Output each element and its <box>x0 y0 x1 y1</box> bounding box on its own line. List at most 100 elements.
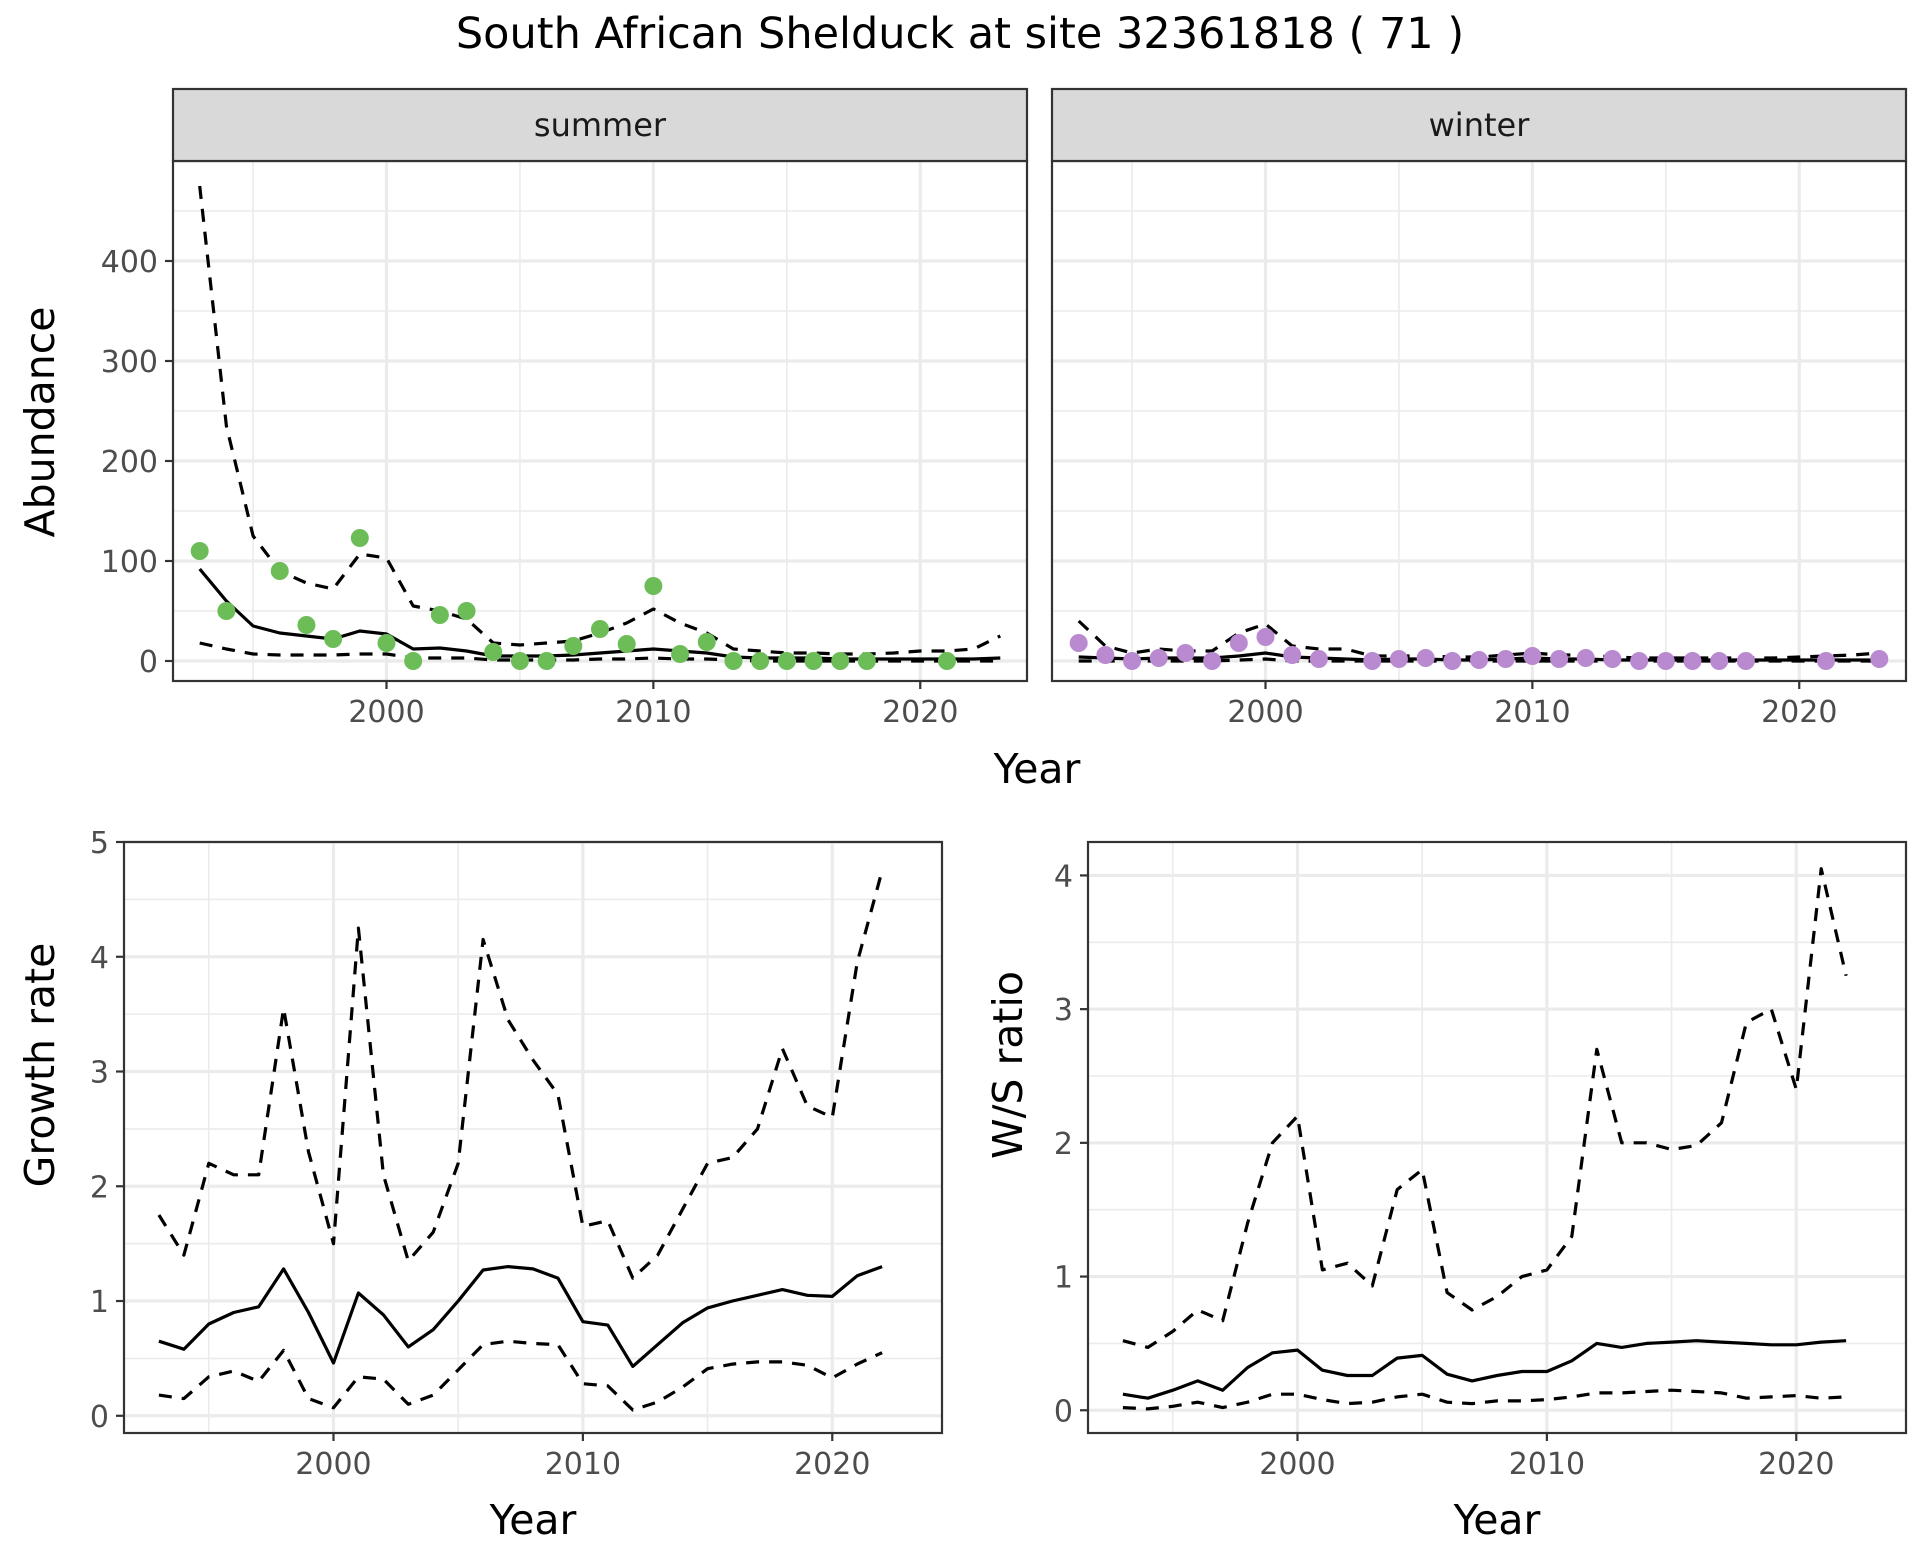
count-point <box>1683 652 1702 670</box>
facet-strip-label: summer <box>534 106 667 144</box>
y-tick-label: 1 <box>1054 1261 1073 1296</box>
plot-background <box>173 161 1027 681</box>
upper-ci-line <box>157 870 884 1280</box>
count-point <box>1870 650 1889 668</box>
winter-panel: winter 2000 2010 2020 <box>1050 87 1908 730</box>
count-point <box>537 652 556 670</box>
lower-ci-line <box>158 1339 883 1412</box>
count-point <box>1656 652 1675 670</box>
y-tick-label: 200 <box>101 445 158 480</box>
count-point <box>564 637 583 655</box>
count-point <box>430 606 449 624</box>
upper-ci-line <box>1122 867 1848 1350</box>
count-point <box>270 562 289 580</box>
count-point <box>644 577 663 595</box>
count-point <box>190 542 209 560</box>
y-tick-label: 3 <box>1054 993 1073 1028</box>
x-tick-label: 2000 <box>295 1447 371 1482</box>
growth-rate-panel: 2000 2010 2020 0 1 2 3 4 5 <box>90 826 944 1482</box>
y-tick-label: 0 <box>1054 1394 1073 1429</box>
count-point <box>857 652 876 670</box>
top-y-axis-title: Abundance <box>16 307 64 538</box>
y-tick-label: 5 <box>90 826 109 861</box>
growth-x-axis-title: Year <box>489 1496 577 1544</box>
count-point <box>777 652 796 670</box>
count-point <box>1603 650 1622 668</box>
ratio-x-axis-title: Year <box>1453 1496 1541 1544</box>
figure-title: South African Shelduck at site 32361818 … <box>456 9 1464 59</box>
y-tick-label: 100 <box>101 545 158 580</box>
count-point <box>1069 634 1088 652</box>
count-point <box>1710 652 1729 670</box>
x-tick-label: 2020 <box>794 1447 870 1482</box>
facet-strip-label: winter <box>1429 106 1531 144</box>
count-point <box>1630 652 1649 670</box>
count-point <box>1443 652 1462 670</box>
y-tick-label: 0 <box>90 1400 109 1435</box>
panel-border <box>122 840 944 1435</box>
mean-line <box>1122 1339 1847 1400</box>
x-tick-label: 2000 <box>1259 1447 1335 1482</box>
x-tick-label: 2010 <box>615 695 691 730</box>
count-point <box>1149 649 1168 667</box>
count-point <box>457 602 476 620</box>
count-point <box>1256 628 1275 646</box>
y-tick-label: 4 <box>1054 859 1073 894</box>
count-point <box>297 616 316 634</box>
count-point <box>1416 649 1435 667</box>
count-point <box>831 652 850 670</box>
ratio-y-axis-title: W/S ratio <box>984 971 1032 1159</box>
count-point <box>1203 652 1222 670</box>
x-tick-label: 2020 <box>1758 1447 1834 1482</box>
count-point <box>404 652 423 670</box>
count-point <box>804 652 823 670</box>
count-point <box>937 652 956 670</box>
count-point <box>1123 652 1142 670</box>
count-point <box>350 529 369 547</box>
count-point <box>1523 647 1542 665</box>
count-point <box>617 635 636 653</box>
y-tick-label: 2 <box>90 1170 109 1205</box>
y-tick-label: 1 <box>90 1285 109 1320</box>
count-point <box>1309 650 1328 668</box>
ws-ratio-panel: 2000 2010 2020 0 1 2 3 4 <box>1054 840 1908 1482</box>
count-point <box>1816 652 1835 670</box>
y-tick-label: 300 <box>101 345 158 380</box>
facet-strip <box>1050 87 1908 163</box>
count-point <box>671 645 690 663</box>
panel-border <box>1086 840 1908 1435</box>
count-point <box>591 620 609 638</box>
count-point <box>1283 646 1302 664</box>
x-tick-label: 2020 <box>1761 695 1837 730</box>
y-tick-label: 0 <box>139 645 158 680</box>
plot-background <box>124 842 942 1433</box>
count-point <box>510 652 529 670</box>
summer-panel: summer 2000 2010 2020 0 100 200 300 400 <box>101 87 1029 730</box>
growth-y-axis-title: Growth rate <box>16 943 64 1188</box>
x-tick-label: 2010 <box>545 1447 621 1482</box>
top-x-axis-title: Year <box>993 745 1081 793</box>
count-point <box>1389 650 1408 668</box>
x-tick-label: 2010 <box>1509 1447 1585 1482</box>
count-point <box>751 652 770 670</box>
y-tick-label: 3 <box>90 1056 109 1091</box>
count-point <box>484 643 503 661</box>
facet-strip <box>171 87 1029 163</box>
count-point <box>1229 634 1248 652</box>
lower-ci-line <box>1122 1388 1847 1411</box>
count-point <box>1496 650 1515 668</box>
count-point <box>377 634 396 652</box>
x-tick-label: 2000 <box>348 695 424 730</box>
count-point <box>217 602 236 620</box>
x-tick-label: 2000 <box>1227 695 1303 730</box>
count-point <box>1470 651 1488 669</box>
count-point <box>1096 646 1115 664</box>
count-point <box>724 652 743 670</box>
plot-background <box>1052 161 1906 681</box>
x-tick-label: 2020 <box>882 695 958 730</box>
y-tick-label: 400 <box>101 245 158 280</box>
y-tick-label: 2 <box>1054 1127 1073 1162</box>
count-point <box>324 630 343 648</box>
y-tick-label: 4 <box>90 941 109 976</box>
